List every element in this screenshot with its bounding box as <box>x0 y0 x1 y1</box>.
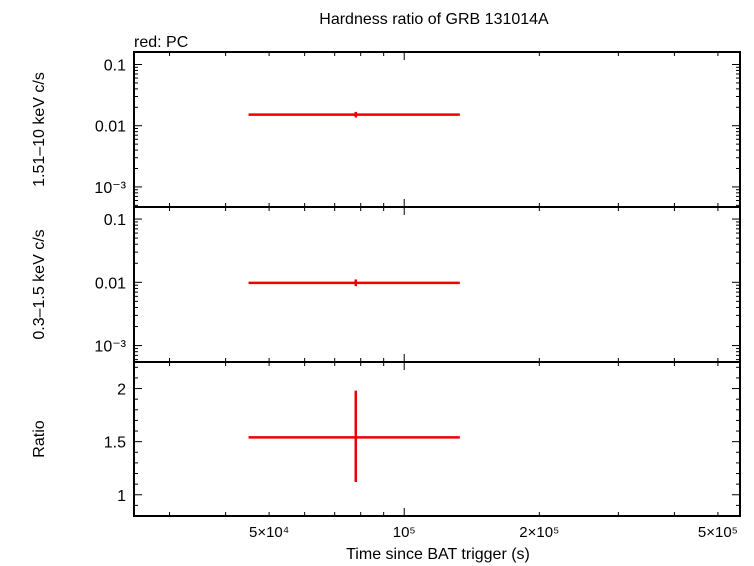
x-tick-label: 2×10⁵ <box>519 524 559 541</box>
y-axis-label-ratio: Ratio <box>31 420 48 457</box>
x-axis-label: Time since BAT trigger (s) <box>346 546 530 563</box>
x-tick-label: 10⁵ <box>393 524 416 541</box>
legend-text: red: PC <box>134 34 188 51</box>
y-tick-label: 0.01 <box>95 119 126 136</box>
y-axis-label-hard: 1.51–10 keV c/s <box>31 72 48 187</box>
y-tick-label: 0.01 <box>95 275 126 292</box>
chart-title: Hardness ratio of GRB 131014A <box>319 11 549 28</box>
panel-hard: 0.1 0.01 10⁻³ 1.51–10 keV c/s <box>31 51 741 208</box>
data-point-pc <box>248 111 460 118</box>
data-point-pc <box>248 390 460 483</box>
panel-frame <box>133 51 741 208</box>
panel-frame <box>133 206 741 363</box>
y-tick-label: 2 <box>117 382 126 399</box>
y-tick-label: 0.1 <box>104 212 126 229</box>
y-tick-label: 0.1 <box>104 57 126 74</box>
data-point-pc <box>248 279 460 287</box>
panel-frame <box>133 361 741 517</box>
x-tick-label: 5×10⁵ <box>698 524 738 541</box>
panel-soft: 0.1 0.01 10⁻³ 0.3–1.5 keV c/s <box>31 206 741 363</box>
y-axis-label-soft: 0.3–1.5 keV c/s <box>31 229 48 339</box>
plot-area: 0.1 0.01 10⁻³ 1.51–10 keV c/s 0.1 0.01 10⁻³ 0.3… <box>31 51 741 541</box>
x-tick-label: 5×10⁴ <box>249 524 289 541</box>
y-tick-label: 1 <box>117 488 126 505</box>
panel-ratio: 1 1.5 2 Ratio <box>31 361 741 517</box>
y-tick-label: 10⁻³ <box>94 180 126 197</box>
y-tick-label: 1.5 <box>104 435 126 452</box>
y-tick-label: 10⁻³ <box>94 339 126 356</box>
